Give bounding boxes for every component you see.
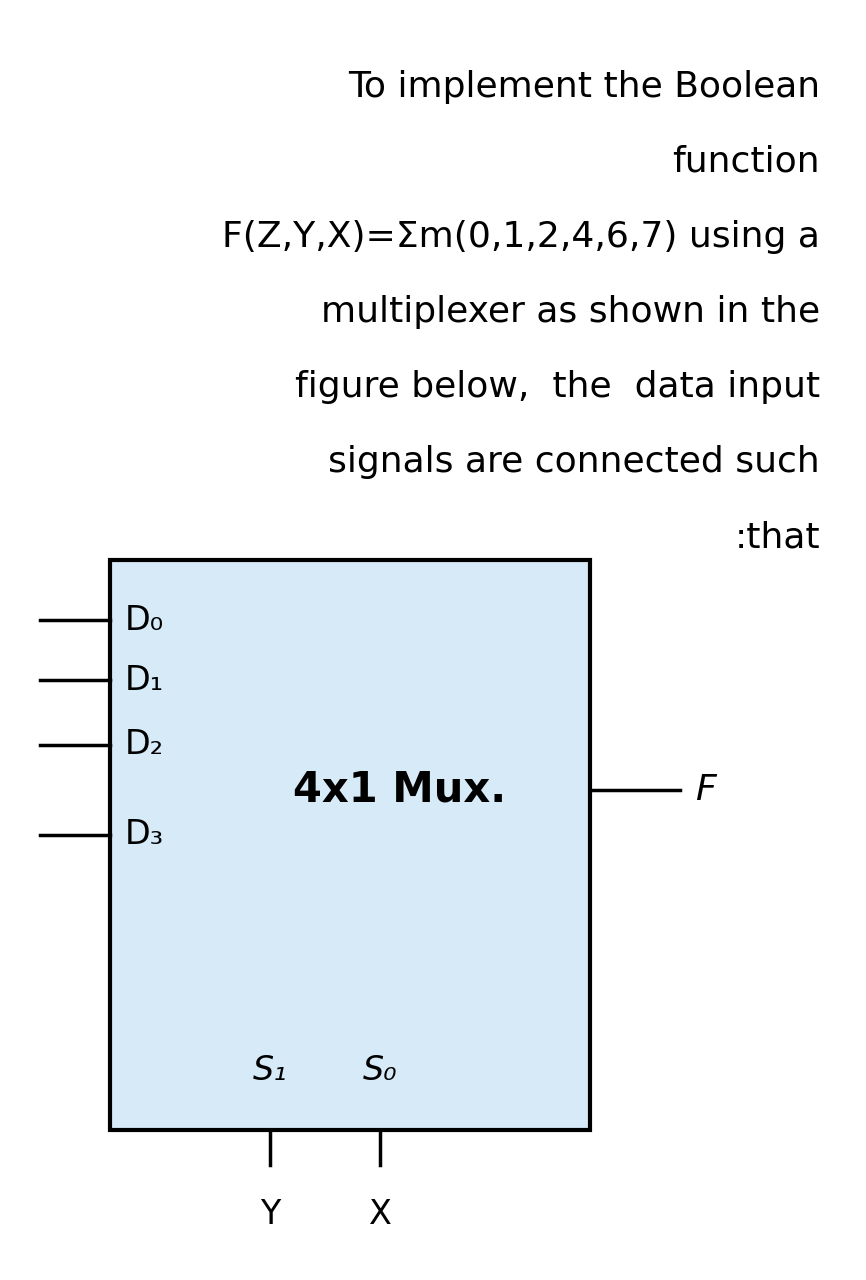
Text: D₃: D₃ — [125, 818, 165, 851]
Text: Y: Y — [260, 1198, 280, 1231]
Text: S₀: S₀ — [363, 1053, 397, 1087]
Text: figure below,  the  data input: figure below, the data input — [295, 370, 820, 404]
Text: signals are connected such: signals are connected such — [328, 445, 820, 479]
Text: S₁: S₁ — [253, 1053, 288, 1087]
Text: F(Z,Y,X)=Σm(0,1,2,4,6,7) using a: F(Z,Y,X)=Σm(0,1,2,4,6,7) using a — [222, 220, 820, 253]
Text: X: X — [369, 1198, 391, 1231]
Text: function: function — [672, 145, 820, 179]
Text: :that: :that — [734, 520, 820, 554]
Text: D₁: D₁ — [125, 663, 165, 696]
Text: 4x1 Mux.: 4x1 Mux. — [294, 769, 507, 812]
Text: D₂: D₂ — [125, 728, 165, 762]
Bar — [110, 561, 590, 1130]
Text: To implement the Boolean: To implement the Boolean — [348, 70, 820, 104]
Text: F: F — [695, 773, 716, 806]
Text: multiplexer as shown in the: multiplexer as shown in the — [321, 294, 820, 329]
Text: D₀: D₀ — [125, 603, 165, 636]
